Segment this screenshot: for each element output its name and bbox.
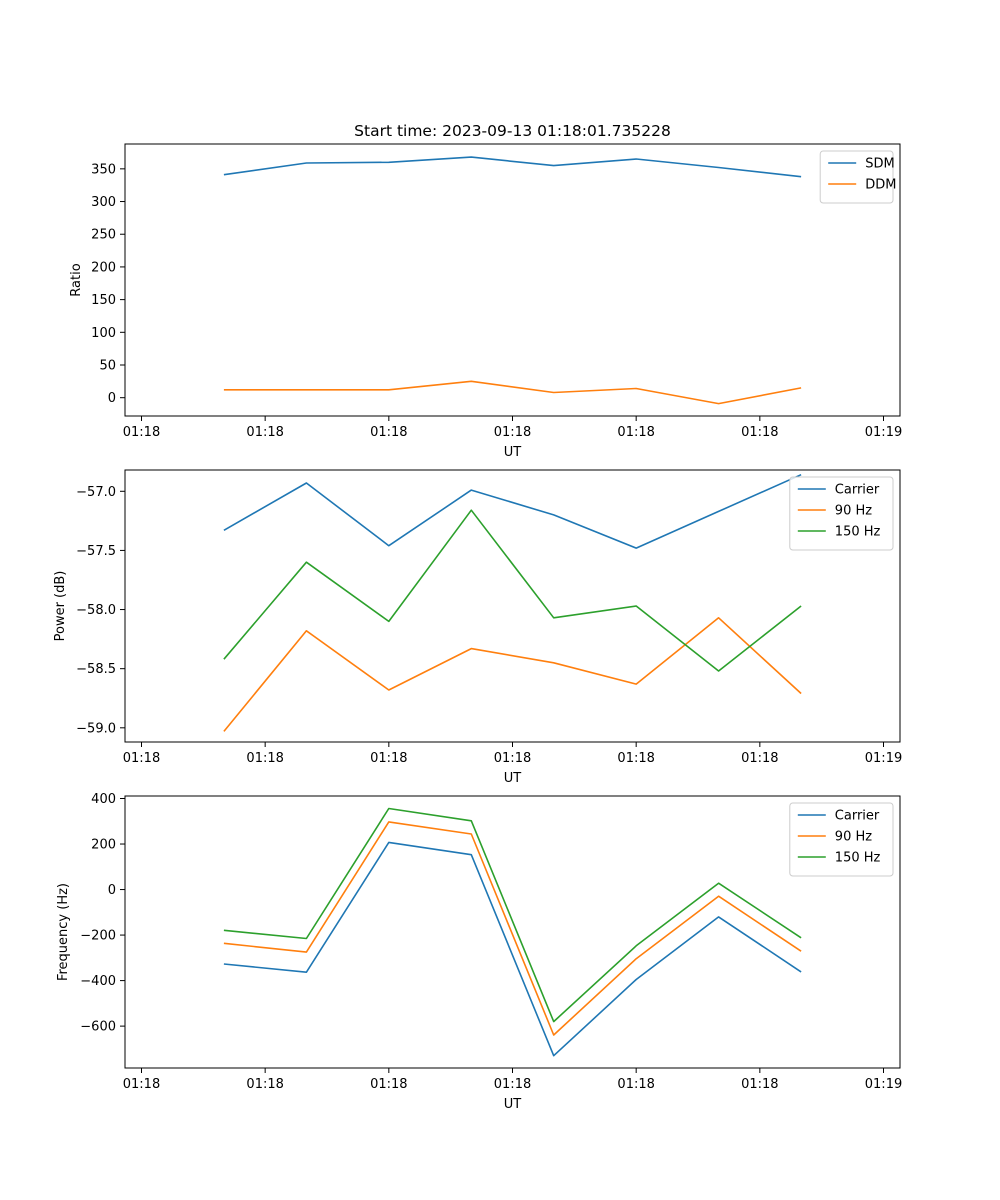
x-tick-label: 01:18 [494, 1077, 531, 1092]
x-tick-label: 01:18 [370, 425, 407, 440]
ratio-panel: Start time: 2023-09-13 01:18:01.735228 U… [69, 122, 902, 460]
x-tick-label: 01:18 [246, 425, 283, 440]
y-axis-label: Power (dB) [53, 571, 68, 642]
legend-label: SDM [865, 157, 894, 172]
power-panel: UT Power (dB) Carrier 90 Hz 150 Hz 01:18 01… [53, 469, 902, 786]
y-tick-label: 200 [91, 838, 116, 853]
y-tick-label: 0 [108, 883, 116, 898]
x-tick-label: 01:18 [494, 425, 531, 440]
x-tick-label: 01:18 [370, 1077, 407, 1092]
y-tick-label: 200 [91, 260, 116, 275]
plot-area [223, 156, 802, 405]
series-line-150-hz [223, 509, 802, 672]
y-tick-label: −58.5 [76, 662, 116, 677]
legend: Carrier 90 Hz 150 Hz [789, 476, 894, 551]
y-tick-label: 0 [108, 391, 116, 406]
x-tick-label: 01:18 [370, 751, 407, 766]
legend-box [819, 150, 894, 204]
series-line-90-hz [223, 821, 802, 1036]
series-line-150-hz [223, 807, 802, 1023]
x-tick-label: 01:18 [494, 751, 531, 766]
y-tick-label: −58.0 [76, 603, 116, 618]
plot-area [223, 473, 802, 732]
legend-label: 90 Hz [835, 830, 872, 845]
x-tick-label: 01:18 [246, 751, 283, 766]
x-tick-label: 01:18 [123, 425, 160, 440]
x-tick-label: 01:18 [123, 751, 160, 766]
y-tick-label: −400 [80, 974, 116, 989]
x-axis-label: UT [504, 1097, 522, 1112]
x-tick-label: 01:18 [741, 425, 778, 440]
y-tick-label: 50 [99, 359, 116, 374]
y-tick-label: 350 [91, 162, 116, 177]
chart-title: Start time: 2023-09-13 01:18:01.735228 [354, 122, 671, 140]
series-line-90-hz [223, 616, 802, 732]
y-axis-label: Ratio [69, 263, 84, 296]
legend-label: 90 Hz [835, 504, 872, 519]
y-tick-label: −57.0 [76, 485, 116, 500]
y-tick-label: 150 [91, 293, 116, 308]
y-axis-label: Frequency (Hz) [56, 883, 71, 981]
x-tick-label: 01:18 [741, 1077, 778, 1092]
legend: Carrier 90 Hz 150 Hz [789, 802, 894, 877]
legend-label: DDM [865, 178, 896, 193]
series-line-carrier [223, 841, 802, 1057]
x-tick-label: 01:19 [865, 1077, 902, 1092]
legend-label: Carrier [835, 809, 880, 824]
y-tick-label: 100 [91, 326, 116, 341]
y-tick-label: −57.5 [76, 544, 116, 559]
y-tick-label: 250 [91, 228, 116, 243]
x-tick-label: 01:18 [741, 751, 778, 766]
legend-label: 150 Hz [835, 851, 881, 866]
x-tick-label: 01:19 [865, 751, 902, 766]
y-tick-label: 400 [91, 792, 116, 807]
y-tick-label: −200 [80, 929, 116, 944]
series-line-carrier [223, 473, 802, 549]
legend-label: Carrier [835, 483, 880, 498]
x-tick-label: 01:18 [123, 1077, 160, 1092]
y-tick-label: 300 [91, 195, 116, 210]
x-tick-label: 01:18 [617, 1077, 654, 1092]
plot-area [223, 807, 802, 1057]
y-tick-label: −600 [80, 1020, 116, 1035]
x-axis-label: UT [504, 771, 522, 786]
legend: SDM DDM [819, 150, 896, 204]
x-axis-label: UT [504, 445, 522, 460]
x-tick-label: 01:19 [865, 425, 902, 440]
y-tick-label: −59.0 [76, 721, 116, 736]
series-line-sdm [223, 156, 802, 178]
x-tick-label: 01:18 [246, 1077, 283, 1092]
x-tick-label: 01:18 [617, 751, 654, 766]
legend-label: 150 Hz [835, 525, 881, 540]
x-tick-label: 01:18 [617, 425, 654, 440]
frequency-panel: UT Frequency (Hz) Carrier 90 Hz 150 Hz 01:… [56, 792, 902, 1112]
series-line-ddm [223, 380, 802, 405]
